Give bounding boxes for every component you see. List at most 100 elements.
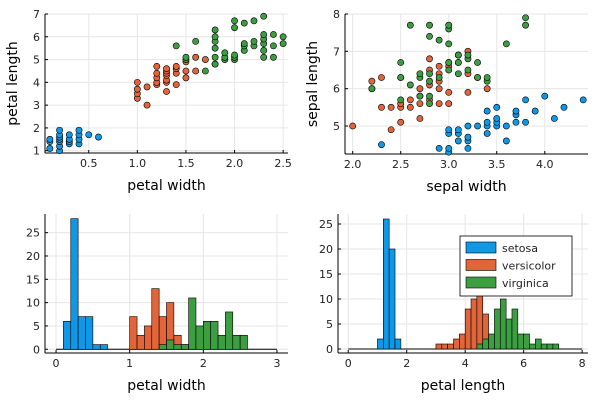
x-tick-label: 2.0	[226, 157, 244, 170]
scatter-point-versicolor	[133, 85, 141, 93]
x-tick-label: 0	[345, 357, 352, 370]
panel-petal-scatter: 0.5 1.0 1.5 2.0 2.5 1 2 3 4 5 6 7 petal width petal l…	[5, 8, 292, 194]
scatter-point-versicolor	[387, 126, 395, 134]
histogram-bar-virginica	[505, 318, 513, 350]
y-tick-label: 7	[33, 8, 40, 21]
scatter-point-virginica	[426, 77, 433, 85]
panel-petal-length-histogram: 0 2 4 6 8 0 5 10 15 20 25 petal length setosa versico…	[319, 214, 588, 394]
x-tick-label: 2.0	[344, 158, 362, 171]
legend-swatch-virginica	[465, 276, 497, 289]
histogram-bar-versicolor	[129, 316, 138, 350]
histogram-bar-versicolor	[136, 334, 145, 350]
scatter-point-versicolor	[349, 122, 357, 130]
scatter-point-versicolor	[143, 101, 151, 109]
scatter-point-setosa	[46, 135, 54, 143]
scatter-point-virginica	[406, 81, 414, 89]
legend-swatch-versicolor	[465, 259, 497, 271]
scatter-point-setosa	[531, 107, 539, 115]
scatter-point-virginica	[270, 31, 277, 38]
scatter-point-versicolor	[153, 63, 161, 70]
x-axis-label: petal width	[127, 178, 206, 194]
histogram-bar-setosa	[70, 218, 79, 350]
histogram-bar-versicolor	[441, 343, 448, 350]
scatter-point-virginica	[270, 53, 277, 61]
scatter-point-versicolor	[445, 89, 453, 96]
x-axis-label: petal width	[127, 378, 206, 394]
scatter-point-virginica	[240, 19, 248, 27]
scatter-point-versicolor	[182, 74, 190, 82]
scatter-point-versicolor	[153, 69, 161, 77]
scatter-point-virginica	[426, 100, 433, 107]
scatter-point-versicolor	[416, 100, 424, 107]
panel-petal-width-histogram: 0 1 2 3 0 5 10 15 20 25 petal width	[26, 214, 288, 394]
histogram-bar-virginica	[173, 344, 182, 350]
histogram-bar-versicolor	[144, 325, 153, 350]
x-tick-label: 2	[200, 357, 207, 370]
scatter-point-versicolor	[172, 63, 180, 70]
histogram-bar-virginica	[494, 308, 501, 350]
scatter-point-versicolor	[397, 118, 405, 126]
scatter-point-virginica	[211, 60, 219, 68]
scatter-point-versicolor	[435, 62, 443, 70]
scatter-point-setosa	[512, 118, 520, 126]
scatter-point-setosa	[445, 126, 453, 134]
histogram-bar-virginica	[511, 308, 519, 350]
scatter-point-virginica	[250, 37, 258, 45]
histogram-bar-virginica	[529, 343, 536, 350]
scatter-point-versicolor	[464, 89, 472, 96]
histogram-bar-virginica	[488, 333, 495, 350]
scatter-point-virginica	[522, 21, 529, 29]
scatter-point-setosa	[56, 126, 63, 134]
scatter-point-versicolor	[378, 103, 385, 111]
scatter-point-setosa	[474, 122, 481, 130]
scatter-point-versicolor	[416, 85, 424, 93]
scatter-point-virginica	[211, 44, 219, 52]
x-tick-label: 2.5	[274, 157, 292, 170]
scatter-point-versicolor	[163, 88, 170, 95]
scatter-point-versicolor	[435, 85, 443, 93]
scatter-point-virginica	[260, 31, 268, 38]
scatter-point-virginica	[192, 37, 200, 45]
scatter-point-setosa	[541, 92, 549, 100]
y-tick-label: 25	[319, 218, 333, 231]
histogram-bar-virginica	[546, 343, 554, 350]
y-tick-label: 5	[326, 318, 333, 331]
scatter-point-versicolor	[192, 67, 200, 75]
histogram-bar-virginica	[540, 343, 548, 350]
y-tick-label: 1	[33, 145, 40, 158]
scatter-point-virginica	[464, 51, 472, 59]
x-tick-label: 1	[126, 357, 133, 370]
scatter-point-virginica	[445, 40, 453, 48]
scatter-point-setosa	[75, 126, 83, 134]
scatter-point-setosa	[46, 145, 54, 152]
scatter-point-setosa	[65, 131, 73, 139]
scatter-point-virginica	[240, 40, 248, 48]
scatter-point-virginica	[182, 53, 190, 61]
scatter-point-virginica	[231, 17, 238, 25]
y-tick-label: 0	[33, 343, 40, 356]
scatter-point-versicolor	[435, 100, 443, 107]
scatter-point-setosa	[483, 107, 491, 115]
scatter-point-setosa	[522, 96, 529, 104]
y-tick-label: 6	[333, 83, 340, 96]
x-tick-label: 4	[462, 357, 469, 370]
histogram-bar-virginica	[232, 334, 241, 350]
histogram-bar-virginica	[239, 334, 248, 350]
y-tick-label: 5	[33, 54, 40, 67]
histogram-bar-virginica	[188, 297, 197, 350]
histogram-bar-setosa	[377, 338, 384, 350]
scatter-point-virginica	[474, 74, 481, 81]
scatter-point-versicolor	[192, 53, 200, 61]
histogram-bar-virginica	[535, 338, 542, 350]
scatter-point-setosa	[550, 115, 558, 122]
scatter-point-versicolor	[426, 55, 433, 63]
scatter-point-setosa	[464, 144, 472, 152]
scatter-point-versicolor	[368, 77, 376, 85]
y-tick-label: 15	[319, 268, 333, 281]
scatter-point-versicolor	[445, 100, 453, 107]
histogram-bar-virginica	[476, 343, 484, 350]
x-tick-label: 8	[579, 357, 586, 370]
scatter-point-versicolor	[406, 103, 414, 111]
scatter-point-versicolor	[387, 103, 395, 111]
